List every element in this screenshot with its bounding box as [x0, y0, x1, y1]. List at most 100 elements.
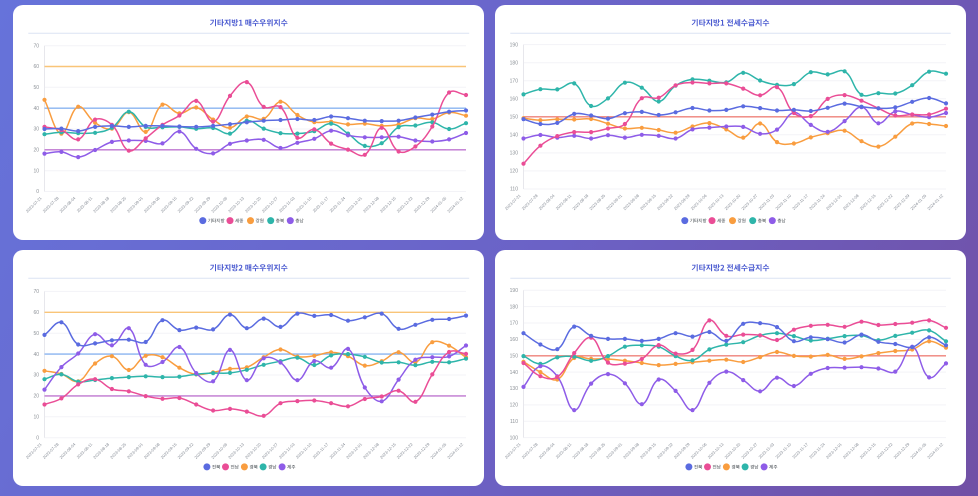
svg-text:120: 120 — [510, 169, 519, 175]
svg-text:2023-11-03: 2023-11-03 — [757, 193, 775, 211]
svg-text:2023-08-18: 2023-08-18 — [571, 193, 590, 212]
svg-text:2023-11-03: 2023-11-03 — [277, 441, 295, 459]
svg-text:2023-09-15: 2023-09-15 — [639, 193, 658, 212]
svg-text:2023-11-10: 2023-11-10 — [294, 441, 312, 459]
svg-text:2023-07-21: 2023-07-21 — [24, 441, 43, 460]
svg-text:2023-08-18: 2023-08-18 — [92, 195, 111, 214]
svg-text:2023-09-08: 2023-09-08 — [142, 195, 161, 214]
svg-text:180: 180 — [510, 60, 519, 66]
svg-text:2023-12-01: 2023-12-01 — [825, 441, 844, 460]
svg-text:2023-12-15: 2023-12-15 — [859, 441, 878, 460]
svg-text:2023-09-08: 2023-09-08 — [622, 193, 641, 212]
svg-text:2023-09-22: 2023-09-22 — [656, 193, 675, 212]
svg-text:2024-01-12: 2024-01-12 — [446, 195, 465, 214]
svg-text:2023-07-28: 2023-07-28 — [521, 441, 540, 460]
svg-text:30: 30 — [33, 127, 39, 133]
svg-text:2023-08-25: 2023-08-25 — [108, 441, 127, 460]
svg-text:40: 40 — [33, 106, 39, 112]
svg-text:2023-09-08: 2023-09-08 — [622, 441, 641, 460]
svg-text:2023-12-08: 2023-12-08 — [842, 441, 861, 460]
svg-text:170: 170 — [510, 321, 519, 327]
svg-text:2023-08-04: 2023-08-04 — [537, 441, 556, 460]
svg-text:2023-11-24: 2023-11-24 — [328, 441, 346, 459]
svg-text:110: 110 — [510, 419, 518, 425]
svg-text:70: 70 — [33, 43, 39, 49]
svg-text:2023-10-06: 2023-10-06 — [210, 195, 229, 214]
svg-text:2023-10-13: 2023-10-13 — [706, 193, 725, 212]
svg-text:140: 140 — [510, 370, 519, 376]
svg-text:2023-07-21: 2023-07-21 — [24, 195, 43, 214]
svg-text:140: 140 — [510, 133, 519, 139]
svg-text:2023-08-11: 2023-08-11 — [555, 441, 573, 459]
svg-text:2023-10-20: 2023-10-20 — [723, 193, 742, 212]
svg-text:2023-07-21: 2023-07-21 — [504, 441, 523, 460]
svg-text:2023-10-20: 2023-10-20 — [243, 195, 262, 214]
svg-text:2023-08-04: 2023-08-04 — [58, 441, 77, 460]
svg-text:2023-08-18: 2023-08-18 — [571, 441, 590, 460]
svg-text:180: 180 — [510, 304, 519, 310]
svg-text:2023-12-01: 2023-12-01 — [825, 193, 844, 212]
svg-text:130: 130 — [510, 386, 519, 392]
svg-text:2023-12-15: 2023-12-15 — [378, 441, 397, 460]
svg-text:160: 160 — [510, 97, 519, 103]
svg-text:0: 0 — [36, 435, 39, 441]
svg-text:2023-11-03: 2023-11-03 — [277, 195, 295, 213]
svg-text:2023-11-24: 2023-11-24 — [808, 193, 826, 211]
svg-text:2023-09-29: 2023-09-29 — [673, 441, 692, 460]
svg-text:2023-09-29: 2023-09-29 — [193, 441, 212, 460]
svg-text:2023-12-08: 2023-12-08 — [842, 193, 861, 212]
svg-text:2023-10-20: 2023-10-20 — [723, 441, 742, 460]
svg-text:2023-08-04: 2023-08-04 — [58, 195, 77, 214]
svg-text:2023-09-08: 2023-09-08 — [142, 441, 161, 460]
svg-text:2023-10-27: 2023-10-27 — [260, 441, 279, 460]
svg-text:2023-08-11: 2023-08-11 — [75, 441, 93, 459]
svg-text:2023-08-25: 2023-08-25 — [108, 195, 127, 214]
svg-text:2023-10-20: 2023-10-20 — [243, 441, 262, 460]
svg-text:50: 50 — [33, 85, 39, 91]
svg-text:2023-12-29: 2023-12-29 — [892, 441, 911, 460]
svg-text:100: 100 — [510, 435, 519, 441]
svg-text:2023-09-01: 2023-09-01 — [125, 195, 144, 214]
svg-text:2023-10-06: 2023-10-06 — [690, 193, 709, 212]
svg-text:2023-12-08: 2023-12-08 — [361, 441, 380, 460]
svg-text:2023-10-13: 2023-10-13 — [226, 195, 245, 214]
svg-text:2023-09-22: 2023-09-22 — [176, 441, 195, 460]
svg-text:2023-08-25: 2023-08-25 — [588, 441, 607, 460]
svg-text:150: 150 — [510, 354, 519, 360]
svg-text:2023-07-28: 2023-07-28 — [41, 441, 60, 460]
svg-text:2023-07-28: 2023-07-28 — [521, 193, 540, 212]
svg-text:2024-01-05: 2024-01-05 — [909, 193, 928, 212]
svg-text:2023-10-27: 2023-10-27 — [740, 441, 759, 460]
svg-text:0: 0 — [36, 189, 39, 195]
svg-text:2023-10-27: 2023-10-27 — [260, 195, 279, 214]
svg-text:2024-01-05: 2024-01-05 — [429, 441, 448, 460]
svg-text:2023-12-01: 2023-12-01 — [344, 195, 363, 214]
svg-text:2023-08-18: 2023-08-18 — [92, 441, 111, 460]
svg-text:2023-09-22: 2023-09-22 — [656, 441, 675, 460]
svg-text:2023-09-29: 2023-09-29 — [193, 195, 212, 214]
svg-text:2023-11-17: 2023-11-17 — [791, 441, 809, 459]
svg-text:170: 170 — [510, 78, 519, 84]
svg-text:2023-11-17: 2023-11-17 — [311, 195, 329, 213]
svg-text:2023-09-15: 2023-09-15 — [159, 195, 178, 214]
svg-text:2023-12-22: 2023-12-22 — [395, 195, 414, 214]
svg-text:2023-08-04: 2023-08-04 — [537, 193, 556, 212]
svg-text:20: 20 — [33, 148, 39, 154]
svg-text:2023-08-11: 2023-08-11 — [555, 193, 573, 211]
svg-text:2023-11-10: 2023-11-10 — [294, 195, 312, 213]
svg-text:2023-08-25: 2023-08-25 — [588, 193, 607, 212]
svg-text:2023-12-29: 2023-12-29 — [412, 195, 431, 214]
svg-text:2023-11-24: 2023-11-24 — [328, 195, 346, 213]
svg-text:2024-01-12: 2024-01-12 — [926, 441, 945, 460]
svg-text:2023-10-27: 2023-10-27 — [740, 193, 759, 212]
svg-text:2023-12-01: 2023-12-01 — [344, 441, 363, 460]
svg-text:60: 60 — [33, 310, 39, 316]
svg-text:2023-09-15: 2023-09-15 — [639, 441, 658, 460]
svg-text:20: 20 — [33, 394, 39, 400]
svg-text:190: 190 — [510, 42, 519, 48]
svg-text:2024-01-05: 2024-01-05 — [429, 195, 448, 214]
svg-text:2023-09-01: 2023-09-01 — [605, 193, 624, 212]
svg-text:2023-09-01: 2023-09-01 — [605, 441, 624, 460]
svg-text:2023-09-22: 2023-09-22 — [176, 195, 195, 214]
svg-text:2023-12-15: 2023-12-15 — [378, 195, 397, 214]
